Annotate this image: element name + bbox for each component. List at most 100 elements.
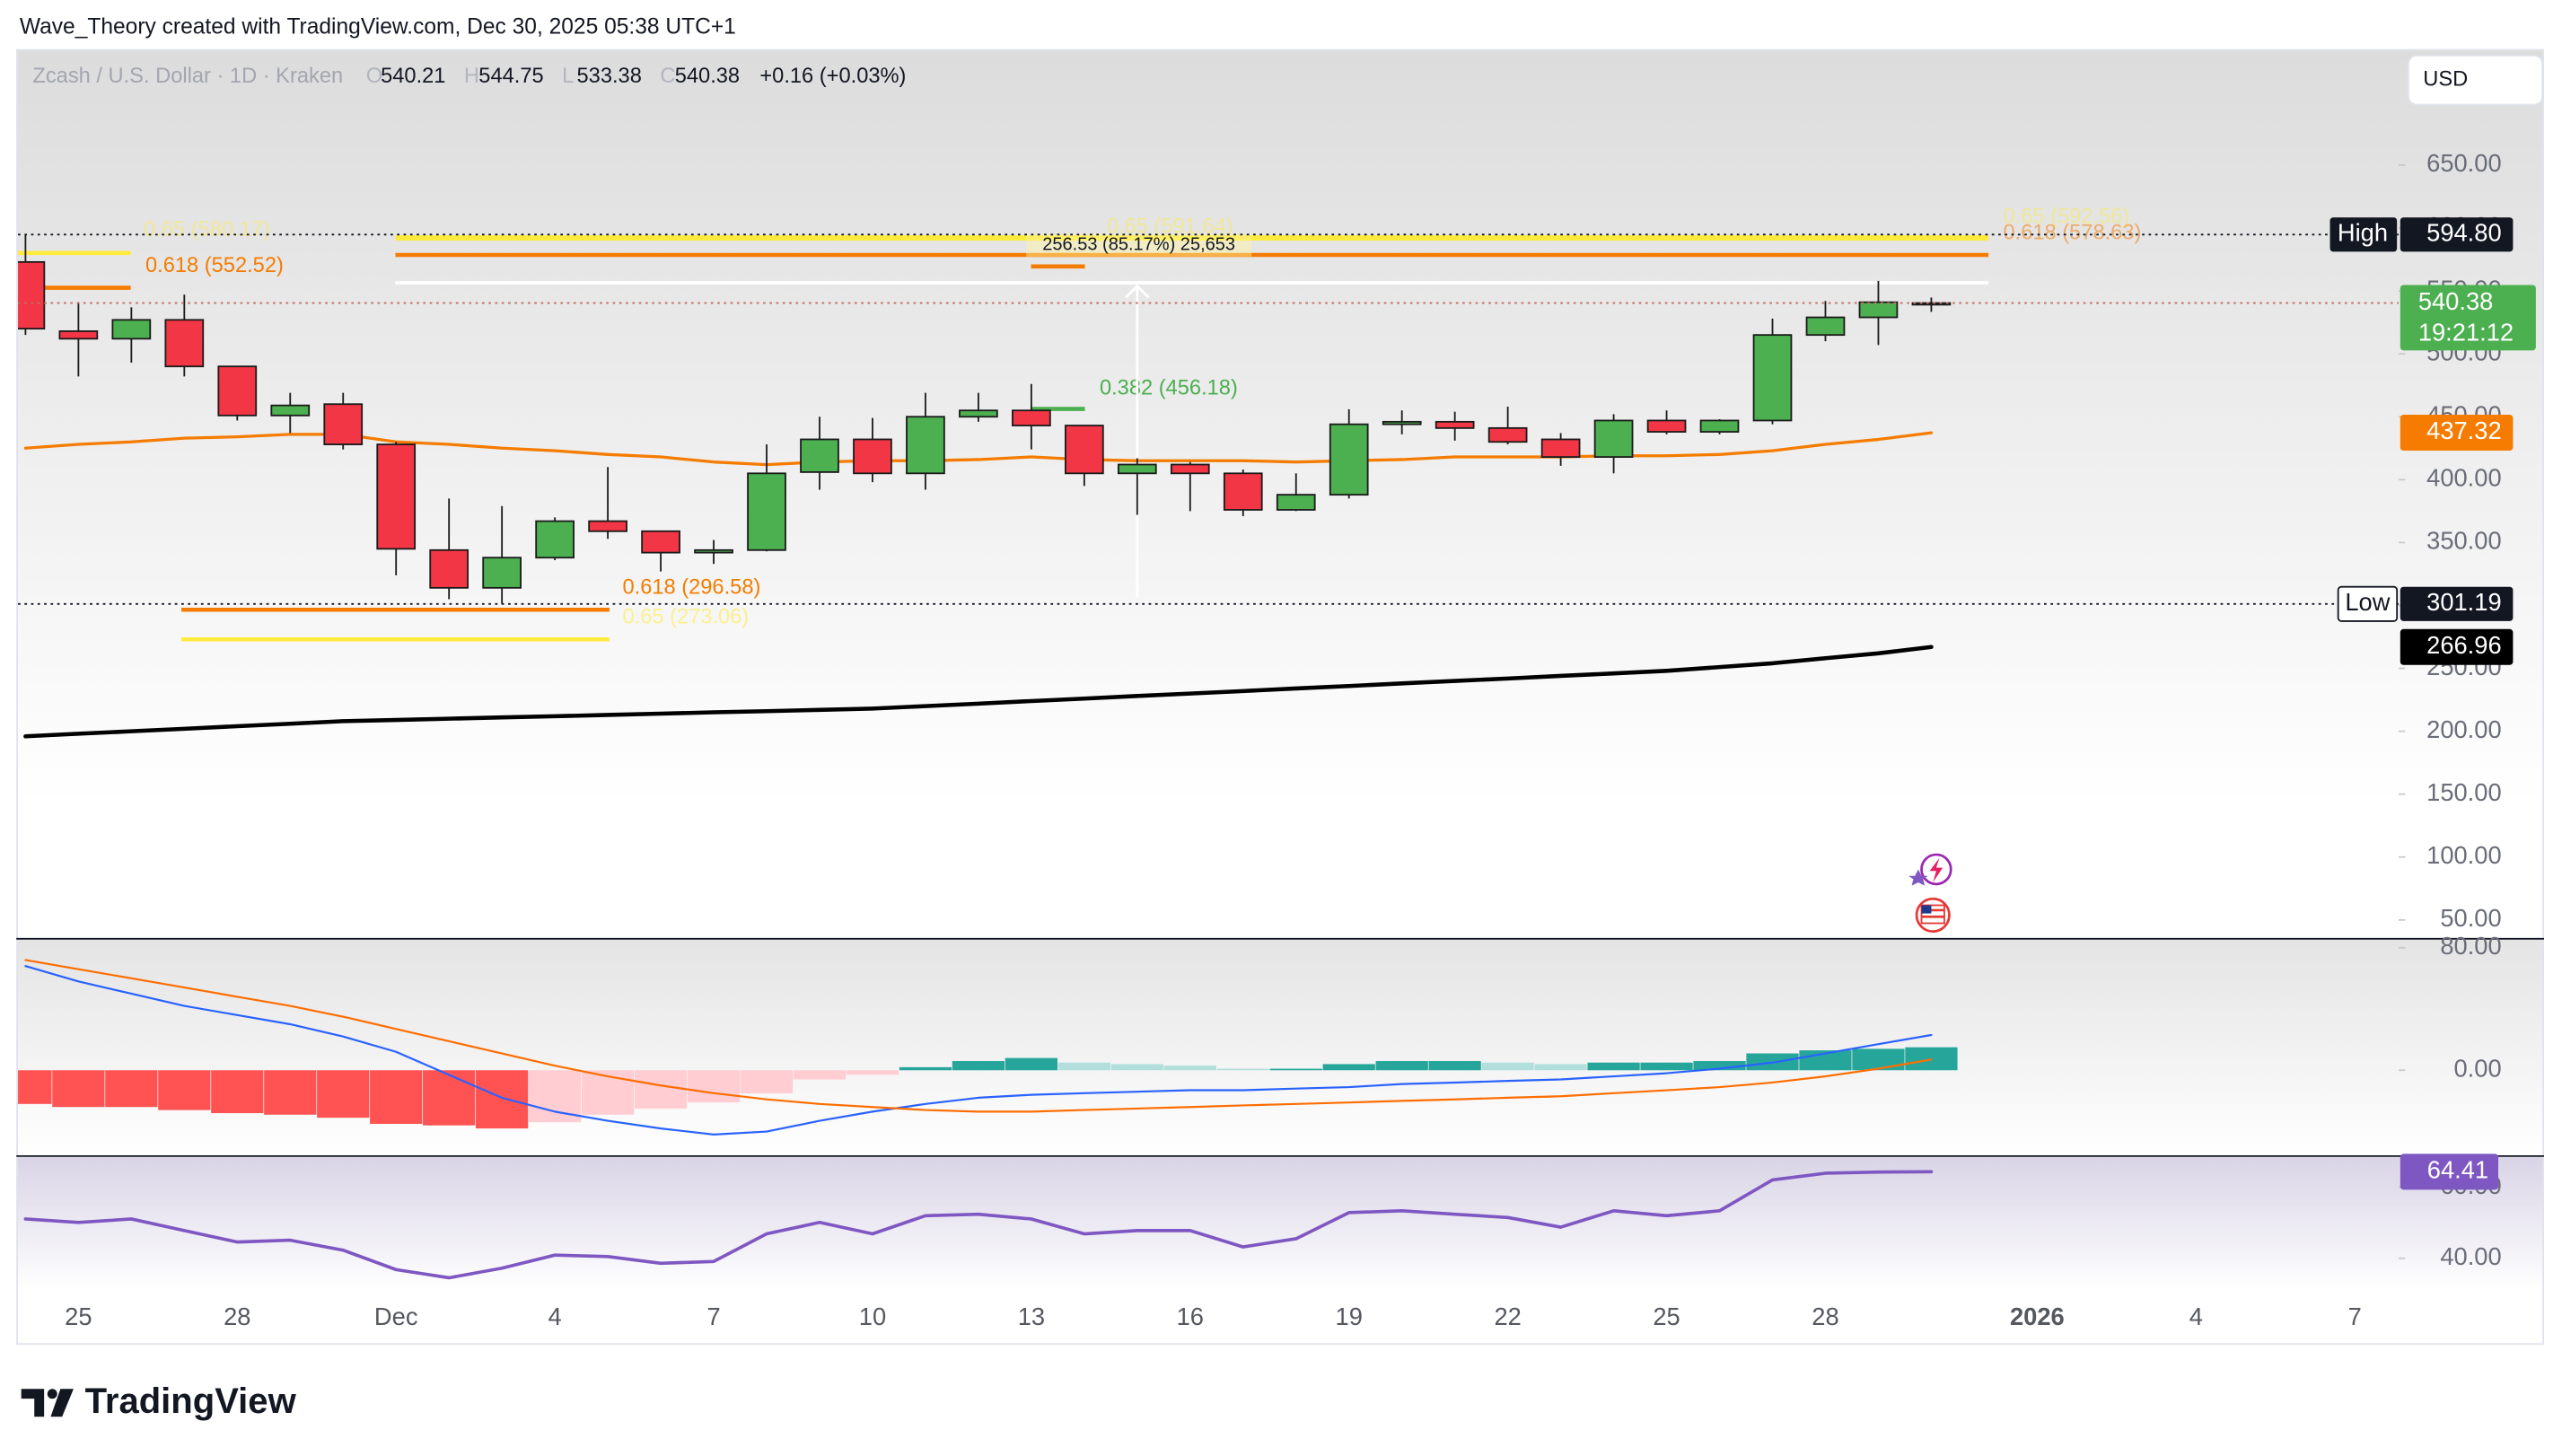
legend-letter: H bbox=[464, 65, 479, 88]
macd-histogram-bar bbox=[52, 1070, 105, 1108]
candle-body bbox=[535, 520, 575, 559]
fib-label: 0.65 (273.06) bbox=[622, 605, 749, 628]
y-tick-label: 350.00 bbox=[2426, 527, 2502, 555]
rsi-line bbox=[23, 1170, 1934, 1280]
candle-body bbox=[111, 319, 152, 340]
x-tick-label: 2026 bbox=[2010, 1303, 2065, 1330]
moving-average bbox=[23, 645, 1934, 739]
x-tick-label: 7 bbox=[706, 1303, 720, 1330]
legend-value: 540.38 bbox=[675, 65, 740, 88]
range-low-box bbox=[2400, 586, 2514, 621]
y-tick-label: 40.00 bbox=[2440, 1242, 2501, 1270]
range-low-value: 301.19 bbox=[2426, 588, 2502, 616]
candle-body bbox=[906, 416, 945, 475]
candle-body bbox=[217, 365, 258, 417]
macd-histogram-bar bbox=[1852, 1048, 1905, 1071]
range-high-text: High bbox=[2338, 219, 2388, 247]
macd-histogram-bar bbox=[476, 1070, 529, 1129]
candle-body bbox=[1435, 420, 1475, 429]
candle-body bbox=[1858, 301, 1899, 319]
macd-histogram-bar bbox=[1216, 1068, 1269, 1071]
measure-label-bg bbox=[1026, 233, 1252, 257]
macd-histogram-bar bbox=[1428, 1061, 1481, 1071]
candle-body bbox=[694, 548, 733, 554]
candle-body bbox=[270, 404, 311, 417]
macd-histogram-bar bbox=[1163, 1066, 1216, 1071]
candle-body bbox=[1276, 494, 1316, 511]
ma-price-box bbox=[2400, 628, 2514, 665]
candle-body bbox=[376, 443, 417, 550]
candle-body bbox=[1012, 409, 1051, 426]
candle-body bbox=[1540, 438, 1581, 459]
current-price-label: 540.38 bbox=[2418, 287, 2494, 315]
macd-histogram-bar bbox=[1057, 1062, 1110, 1071]
macd-histogram-bar bbox=[1322, 1064, 1375, 1071]
x-tick-label: 19 bbox=[1336, 1303, 1363, 1330]
range-high-box bbox=[2400, 217, 2514, 252]
macd-histogram-bar bbox=[581, 1070, 635, 1115]
chart-frame bbox=[16, 48, 2544, 1346]
candle-body bbox=[1487, 426, 1528, 443]
macd-line bbox=[24, 959, 1933, 1113]
range-high-value: 594.80 bbox=[2426, 219, 2502, 247]
x-tick-label: Dec bbox=[374, 1303, 418, 1330]
brand-logo: TradingView bbox=[21, 1381, 297, 1421]
macd-histogram-bar bbox=[529, 1070, 582, 1123]
currency-button-bg[interactable] bbox=[2407, 55, 2544, 106]
macd-histogram-bar bbox=[1269, 1068, 1322, 1071]
candle-body bbox=[747, 472, 786, 551]
macd-histogram-bar bbox=[899, 1066, 952, 1071]
currency-button[interactable]: USD bbox=[2407, 55, 2544, 106]
range-low-tag bbox=[2337, 585, 2399, 622]
legend-value: 544.75 bbox=[478, 65, 543, 88]
rsi-pane bbox=[23, 1170, 1934, 1280]
fib-label: 0.618 (552.52) bbox=[145, 254, 284, 277]
macd-histogram-bar bbox=[1481, 1062, 1534, 1071]
fib-label: 0.618 (296.58) bbox=[622, 576, 760, 600]
macd-histogram-bar bbox=[18, 1070, 52, 1104]
macd-histogram-bar bbox=[1534, 1064, 1587, 1071]
brand-name: TradingView bbox=[85, 1381, 297, 1421]
fib-label: 0.65 (580.17) bbox=[144, 218, 270, 241]
macd-histogram-bar bbox=[1693, 1061, 1746, 1071]
candle-body bbox=[853, 438, 892, 475]
candle-body bbox=[482, 557, 522, 589]
candle-body bbox=[58, 330, 99, 340]
y-tick-label: 150.00 bbox=[2426, 778, 2502, 806]
macd-histogram-bar bbox=[105, 1070, 158, 1108]
logo-mark bbox=[47, 1389, 57, 1399]
ma-price-box bbox=[2400, 414, 2514, 452]
event-icons bbox=[1908, 853, 1952, 933]
y-tick-label: 80.00 bbox=[2440, 932, 2501, 960]
ma-price-label: 266.96 bbox=[2426, 631, 2502, 659]
candle-body bbox=[1382, 420, 1422, 425]
logo-mark bbox=[21, 1389, 45, 1417]
macd-histogram-bar bbox=[370, 1070, 423, 1124]
x-tick-label: 13 bbox=[1018, 1303, 1045, 1330]
candle-body bbox=[1065, 425, 1104, 475]
x-tick-label: 22 bbox=[1494, 1303, 1521, 1330]
candle-body bbox=[800, 438, 839, 473]
candle-body bbox=[1752, 334, 1793, 422]
macd-histogram-bar bbox=[158, 1070, 211, 1110]
y-tick-label: 650.00 bbox=[2426, 149, 2502, 177]
fib-label: 0.65 (592.56) bbox=[2004, 205, 2130, 228]
candle-body bbox=[1117, 463, 1157, 475]
fib-label: 0.618 (578.63) bbox=[2004, 222, 2142, 245]
range-low-text: Low bbox=[2345, 588, 2390, 616]
macd-histogram-bar bbox=[952, 1061, 1005, 1071]
x-tick-label: 4 bbox=[2189, 1303, 2203, 1330]
axes: 50.00100.00150.00200.00250.00300.00350.0… bbox=[65, 149, 2536, 1330]
candle-body bbox=[164, 319, 205, 368]
attribution: Wave_Theory created with TradingView.com… bbox=[20, 15, 736, 39]
symbol-title: Zcash / U.S. Dollar · 1D · Kraken bbox=[32, 65, 343, 88]
macd-line bbox=[24, 965, 1933, 1136]
y-tick-label: 400.00 bbox=[2426, 464, 2502, 492]
legend-value: 533.38 bbox=[577, 65, 642, 88]
legend-letter: L bbox=[562, 65, 574, 88]
legend-letter: O bbox=[366, 65, 382, 88]
countdown-label: 19:21:12 bbox=[2418, 318, 2514, 346]
currency-label[interactable]: USD bbox=[2423, 68, 2468, 92]
